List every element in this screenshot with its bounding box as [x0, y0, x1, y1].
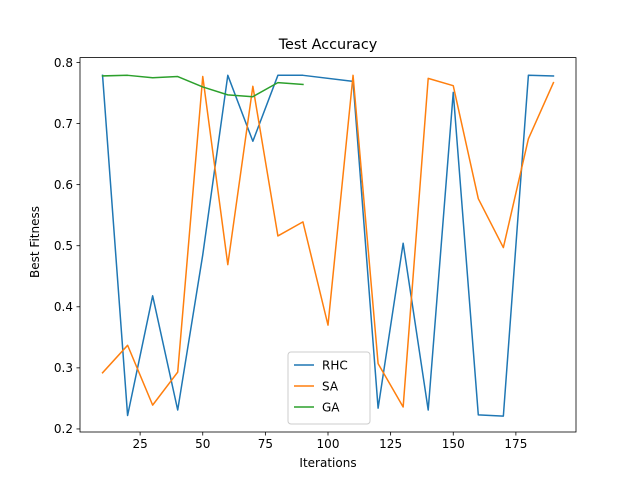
- series-line-rhc: [101, 74, 555, 417]
- x-tick-label: 175: [504, 437, 527, 451]
- series-line-sa: [101, 74, 555, 408]
- x-tick-label: 25: [132, 437, 147, 451]
- y-tick-label: 0.7: [54, 117, 73, 131]
- x-tick-label: 75: [258, 437, 273, 451]
- x-axis-label: Iterations: [299, 456, 356, 470]
- x-tick-label: 150: [442, 437, 465, 451]
- x-tick-label: 100: [317, 437, 340, 451]
- chart-title: Test Accuracy: [278, 37, 378, 53]
- series-line-ga: [101, 74, 304, 98]
- x-tick-label: 125: [379, 437, 402, 451]
- legend-box: [287, 351, 371, 425]
- y-tick-label: 0.3: [54, 361, 73, 375]
- x-tick-label: 50: [195, 437, 210, 451]
- y-axis-label: Best Fitness: [28, 206, 42, 278]
- y-tick-label: 0.4: [54, 300, 73, 314]
- y-tick-label: 0.6: [54, 178, 73, 192]
- y-tick-label: 0.2: [54, 422, 73, 436]
- legend-label-sa: SA: [322, 379, 339, 393]
- plot-area: 25 50 75 100 125 150 175 0.2 0.3 0.4 0.5 0.6 0.7 0.8 R…: [54, 56, 577, 451]
- y-tick-label: 0.8: [54, 56, 73, 70]
- legend-label-rhc: RHC: [322, 358, 348, 372]
- legend-label-ga: GA: [322, 400, 340, 414]
- y-tick-label: 0.5: [54, 239, 73, 253]
